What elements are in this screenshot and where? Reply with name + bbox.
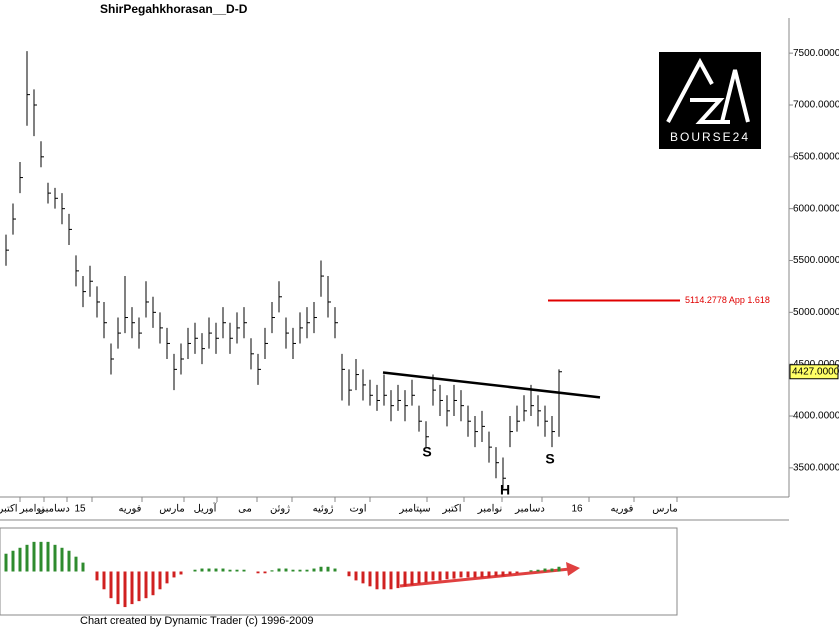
- logo: BOURSE24: [659, 52, 761, 149]
- x-tick-label: اکتبر: [441, 504, 461, 515]
- y-tick-label: 7500.0000: [793, 48, 839, 59]
- x-tick-label: اوت: [349, 504, 366, 515]
- indicator-panel: [0, 527, 678, 616]
- x-tick-label: مارس: [652, 504, 677, 515]
- arrow-head: [566, 562, 580, 576]
- y-tick-label: 5000.0000: [793, 307, 839, 318]
- x-tick-label: مارس: [159, 504, 184, 515]
- x-tick-label: 15: [74, 504, 86, 515]
- pattern-label: H: [500, 482, 510, 498]
- y-tick-label: 6500.0000: [793, 151, 839, 162]
- y-tick-label: 5500.0000: [793, 255, 839, 266]
- x-tick-label: 16: [571, 504, 583, 515]
- pattern-label: S: [422, 444, 431, 460]
- chart-title: ShirPegahkhorasan__D-D: [100, 2, 248, 16]
- y-tick-label: 3500.0000: [793, 463, 839, 474]
- logo-mark: [666, 57, 750, 124]
- arrow-shaft: [399, 567, 571, 588]
- x-tick-label: نوامبر: [477, 504, 503, 515]
- trendline: [382, 371, 601, 399]
- logo-text: BOURSE24: [670, 130, 750, 144]
- last-price-box: [789, 364, 839, 380]
- x-tick-label: ژوئیه: [313, 504, 334, 515]
- pattern-label: S: [545, 451, 554, 467]
- x-tick-label: فوریه: [119, 504, 142, 515]
- y-tick-label: 4000.0000: [793, 411, 839, 422]
- x-tick-label: فوریه: [611, 504, 634, 515]
- x-tick-label: اکتبر: [0, 504, 18, 515]
- y-tick-label: 7000.0000: [793, 100, 839, 111]
- x-tick-label: دسامبر: [39, 504, 70, 515]
- x-tick-label: سپتامبر: [398, 504, 430, 515]
- x-tick-label: دسامبر: [514, 504, 545, 515]
- x-tick-label: نوامبر: [19, 504, 45, 515]
- y-tick-label: 6000.0000: [793, 203, 839, 214]
- target-label: 5114.2778 App 1.618: [685, 295, 770, 305]
- trend-arrow: [399, 562, 580, 588]
- x-tick-label: می: [238, 504, 252, 515]
- last-price-label: 4427.0000: [792, 366, 839, 377]
- x-tick-label: ژوئن: [270, 504, 290, 515]
- x-tick-label: آوریل: [194, 502, 218, 515]
- footer: Chart created by Dynamic Trader (c) 1996…: [80, 615, 314, 627]
